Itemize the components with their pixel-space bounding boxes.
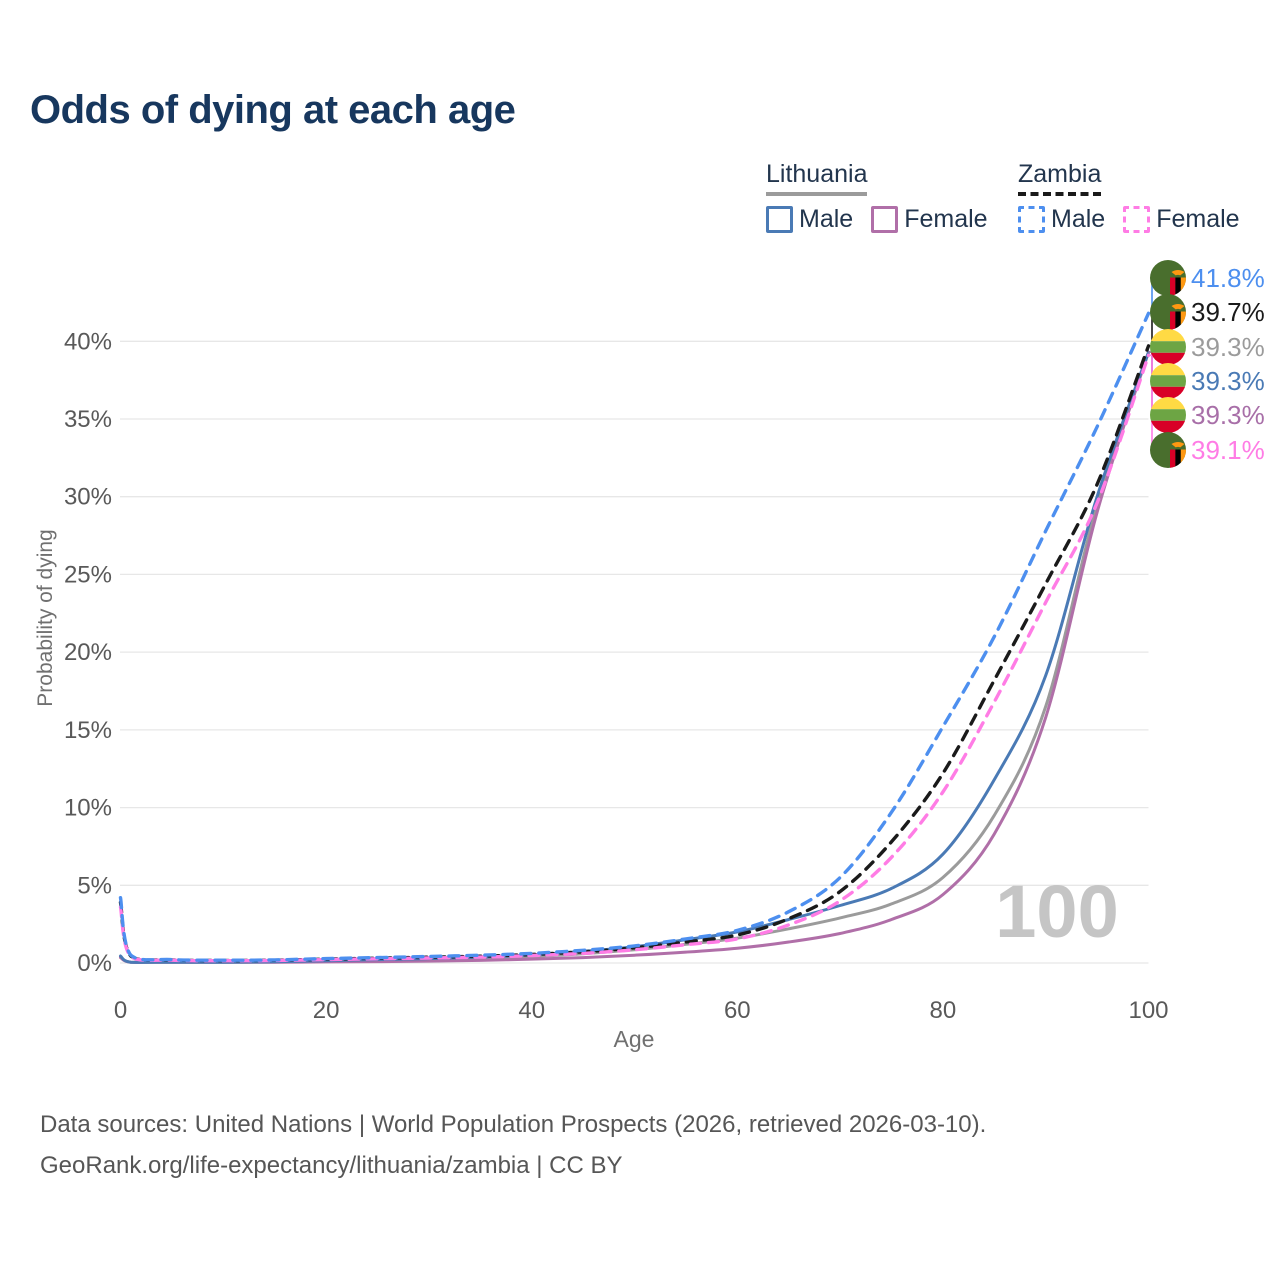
end-value: 39.3%: [1191, 365, 1265, 396]
dashed-box-swatch-icon: [1018, 206, 1045, 233]
end-label-zambia-male: 41.8%: [1150, 260, 1265, 296]
x-axis-title: Age: [613, 1026, 655, 1052]
dashed-box-swatch-icon: [1123, 206, 1151, 233]
legend-country-zambia[interactable]: Zambia: [1018, 160, 1102, 196]
legend-item-label: Male: [799, 205, 854, 233]
hover-age-watermark: 100: [995, 870, 1118, 953]
legend-item-label: Female: [1156, 205, 1240, 233]
end-value: 41.8%: [1191, 262, 1265, 293]
end-value: 39.7%: [1191, 296, 1265, 327]
y-tick-label: 20%: [64, 639, 112, 666]
data-sources: Data sources: United Nations | World Pop…: [40, 1104, 986, 1186]
y-tick-label: 5%: [77, 872, 112, 899]
series-line-zambia-female[interactable]: [118, 353, 1151, 963]
x-tick-label: 100: [1128, 997, 1168, 1024]
y-axis-title: Probability of dying: [34, 529, 57, 707]
series-line-zambia-male[interactable]: [118, 311, 1151, 962]
y-tick-label: 30%: [64, 484, 112, 511]
lithuania-flag-icon: [1150, 329, 1186, 365]
y-tick-label: 35%: [64, 406, 112, 433]
legend-group-zambia: Zambia Male Female: [1018, 160, 1240, 234]
legend-item-label: Male: [1051, 205, 1106, 233]
y-tick-label: 10%: [64, 795, 112, 822]
zambia-flag-icon: [1150, 294, 1186, 330]
end-label-zambia-both: 39.7%: [1150, 294, 1265, 330]
x-tick-label: 60: [724, 997, 751, 1024]
solid-line-swatch-icon: [766, 192, 868, 196]
legend-group-lithuania: Lithuania Male Female: [766, 160, 988, 234]
series-line-zambia-both[interactable]: [118, 344, 1151, 963]
lithuania-flag-icon: [1150, 363, 1186, 399]
legend-country-label: Lithuania: [766, 160, 868, 188]
zambia-flag-icon: [1150, 260, 1186, 296]
solid-box-swatch-icon: [871, 206, 899, 233]
x-tick-label: 80: [930, 997, 957, 1024]
legend-item-lithuania-female[interactable]: Female: [871, 205, 988, 234]
end-label-lithuania-male: 39.3%: [1150, 363, 1265, 399]
lithuania-flag-icon: [1150, 397, 1186, 433]
end-value: 39.1%: [1191, 434, 1265, 465]
data-sources-line1: Data sources: United Nations | World Pop…: [40, 1111, 987, 1138]
legend-item-zambia-female[interactable]: Female: [1123, 205, 1240, 234]
data-sources-line2: GeoRank.org/life-expectancy/lithuania/za…: [40, 1152, 623, 1179]
end-value: 39.3%: [1191, 399, 1265, 430]
y-tick-label: 40%: [64, 328, 112, 355]
end-label-lithuania-both: 39.3%: [1150, 329, 1265, 365]
y-tick-label: 0%: [77, 950, 112, 977]
end-label-lithuania-female: 39.3%: [1150, 397, 1265, 433]
legend-item-zambia-male[interactable]: Male: [1018, 205, 1105, 234]
x-tick-label: 40: [518, 997, 545, 1024]
end-label-zambia-female: 39.1%: [1150, 432, 1265, 468]
solid-box-swatch-icon: [766, 206, 793, 233]
legend-country-label: Zambia: [1018, 160, 1102, 188]
legend-item-label: Female: [904, 205, 988, 233]
end-value: 39.3%: [1191, 331, 1265, 362]
y-tick-label: 15%: [64, 717, 112, 744]
y-tick-label: 25%: [64, 561, 112, 588]
dashed-line-swatch-icon: [1018, 192, 1102, 196]
page-title: Odds of dying at each age: [30, 88, 516, 132]
x-tick-label: 20: [313, 997, 340, 1024]
x-tick-label: 0: [114, 997, 127, 1024]
legend-country-lithuania[interactable]: Lithuania: [766, 160, 868, 196]
zambia-flag-icon: [1150, 432, 1186, 468]
legend-item-lithuania-male[interactable]: Male: [766, 205, 853, 234]
